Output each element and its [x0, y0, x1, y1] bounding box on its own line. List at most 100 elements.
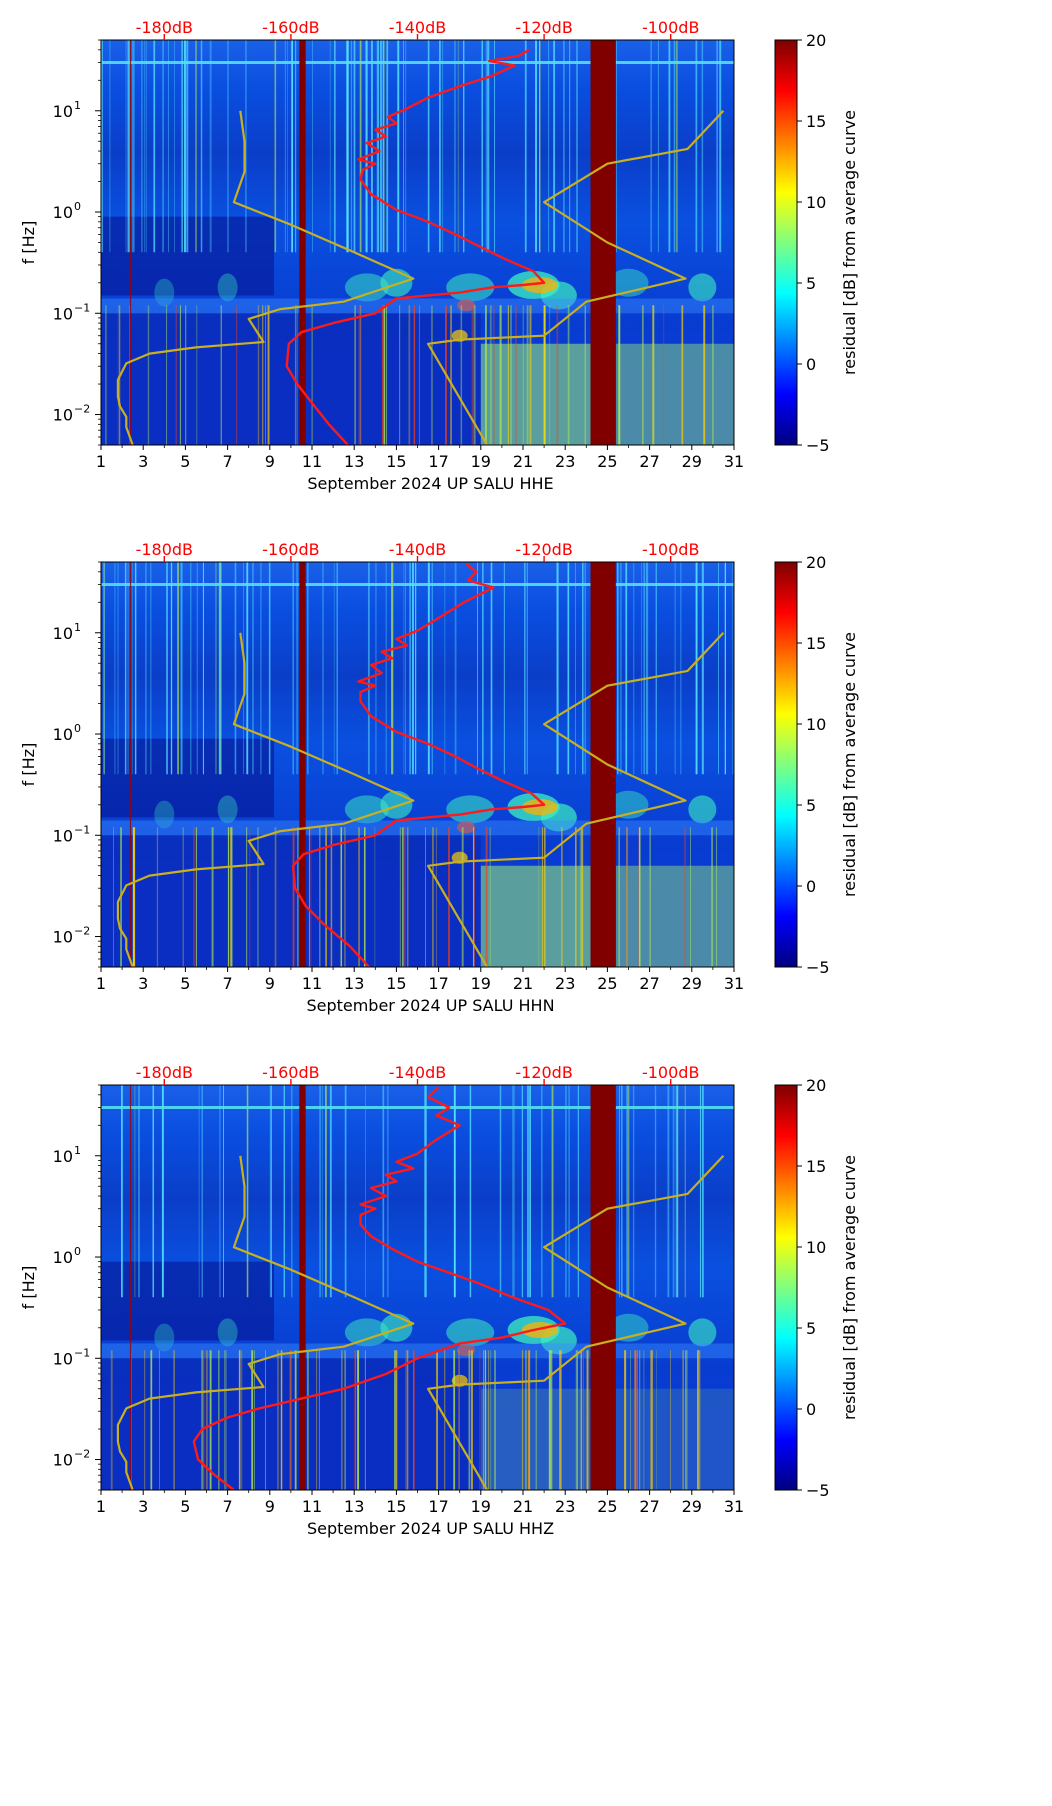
x-tick-label: 15 — [386, 452, 406, 471]
energy-hotspot — [521, 799, 558, 816]
y-axis-label: f [Hz] — [19, 221, 38, 265]
colorbar-label: residual [dB] from average curve — [840, 1155, 859, 1420]
top-axis-db-label: -160dB — [262, 1063, 319, 1082]
x-tick-label: 19 — [471, 452, 491, 471]
colorbar-tick-label: 5 — [806, 274, 816, 293]
microseism-blob — [688, 273, 717, 302]
top-axis-db-label: -100dB — [642, 18, 699, 37]
y-tick-base: 10 — [53, 928, 73, 947]
colorbar-tick-label: 0 — [806, 1400, 816, 1419]
top-axis-db-label: -100dB — [642, 540, 699, 559]
top-axis-db-label: -160dB — [262, 540, 319, 559]
y-tick-exponent: −1 — [74, 823, 90, 836]
microseism-blob — [217, 273, 238, 302]
microseism-blob — [380, 790, 413, 819]
psd-average-curve — [192, 1085, 567, 1490]
y-tick-exponent: 0 — [74, 1245, 81, 1258]
colorbar-tick-label: 20 — [806, 31, 826, 50]
y-tick-label: 10 0 — [53, 722, 81, 744]
quiet-region — [101, 1358, 481, 1490]
colorbar: −5 0 5 10 15 20 residual [dB] from average cur… — [774, 31, 859, 455]
x-tick-label: 1 — [96, 452, 106, 471]
x-tick-label: 19 — [471, 974, 491, 993]
microseism-blob — [446, 795, 495, 824]
x-tick-label: 15 — [386, 974, 406, 993]
low-frequency-energy — [480, 343, 591, 445]
microseism-blob — [154, 278, 175, 307]
x-tick-label: 11 — [302, 1497, 322, 1516]
y-tick-label: 10 1 — [53, 99, 81, 121]
x-tick-label: 17 — [428, 1497, 448, 1516]
y-tick-base: 10 — [53, 725, 73, 744]
colorbar-tick-label: 20 — [806, 553, 826, 572]
colorbar-tick-label: 5 — [806, 796, 816, 815]
top-axis-db-label: -180dB — [136, 18, 193, 37]
y-tick-exponent: −2 — [74, 925, 90, 938]
psd-average-curve — [285, 48, 546, 445]
y-tick-label: 10 −2 — [53, 925, 91, 947]
x-tick-label: 9 — [265, 974, 275, 993]
y-tick-label: 10 0 — [53, 200, 81, 222]
microseism-blob — [217, 795, 238, 824]
x-tick-label: 27 — [639, 974, 659, 993]
noise-model-curve — [116, 1155, 415, 1490]
y-tick-label: 10 −2 — [53, 1448, 91, 1470]
microseism-blob — [688, 795, 717, 824]
y-tick-base: 10 — [53, 102, 73, 121]
quiet-region — [101, 738, 275, 818]
noise-model-curve — [427, 110, 725, 445]
x-tick-label: 13 — [344, 452, 364, 471]
x-tick-label: 13 — [344, 1497, 364, 1516]
data-gap-band — [590, 1085, 616, 1490]
y-tick-label: 10 1 — [53, 1144, 81, 1166]
top-axis-db-label: -140dB — [389, 540, 446, 559]
x-tick-label: 3 — [138, 1497, 148, 1516]
x-tick-label: 15 — [386, 1497, 406, 1516]
top-axis-db-label: -120dB — [515, 1063, 572, 1082]
x-tick-label: 27 — [639, 452, 659, 471]
x-tick-label: 5 — [180, 974, 190, 993]
spectrogram-image — [101, 562, 734, 967]
top-axis-db-label: -180dB — [136, 540, 193, 559]
y-tick-exponent: 0 — [74, 200, 81, 213]
microseism-blob — [154, 1323, 175, 1352]
noise-model-curve — [427, 632, 725, 967]
microseism-blob — [446, 273, 495, 302]
colorbar-tick-label: −5 — [806, 1481, 830, 1500]
colorbar-tick-label: 0 — [806, 355, 816, 374]
x-tick-label: 17 — [428, 452, 448, 471]
x-tick-label: 11 — [302, 452, 322, 471]
x-axis-label: September 2024 UP SALU HHZ — [307, 1519, 554, 1538]
x-tick-label: 5 — [180, 1497, 190, 1516]
microseism-blob — [344, 1318, 389, 1347]
y-tick-exponent: −2 — [74, 1448, 90, 1461]
colorbar-tick-label: −5 — [806, 436, 830, 455]
x-tick-label: 21 — [513, 452, 533, 471]
x-tick-label: 21 — [513, 974, 533, 993]
x-tick-label: 23 — [555, 974, 575, 993]
colorbar-tick-label: 10 — [806, 193, 826, 212]
y-tick-exponent: 0 — [74, 722, 81, 735]
quiet-region — [101, 835, 481, 967]
y-tick-label: 10 1 — [53, 621, 81, 643]
energy-hotspot — [457, 1344, 476, 1357]
colorbar-label: residual [dB] from average curve — [840, 632, 859, 897]
x-tick-label: 25 — [597, 1497, 617, 1516]
microseism-blob — [344, 273, 389, 302]
x-tick-label: 1 — [96, 974, 106, 993]
x-tick-label: 7 — [223, 974, 233, 993]
low-frequency-energy — [615, 865, 734, 967]
colorbar-tick-label: 5 — [806, 1319, 816, 1338]
y-tick-exponent: 1 — [74, 621, 81, 634]
colorbar-tick-label: 10 — [806, 715, 826, 734]
y-tick-exponent: 1 — [74, 1144, 81, 1157]
x-tick-label: 13 — [344, 974, 364, 993]
colorbar: −5 0 5 10 15 20 residual [dB] from average cur… — [774, 553, 859, 977]
x-tick-label: 31 — [724, 1497, 744, 1516]
quiet-region — [101, 313, 481, 445]
colorbar: −5 0 5 10 15 20 residual [dB] from average cur… — [774, 1076, 859, 1500]
x-tick-label: 11 — [302, 974, 322, 993]
colorbar-label: residual [dB] from average curve — [840, 110, 859, 375]
